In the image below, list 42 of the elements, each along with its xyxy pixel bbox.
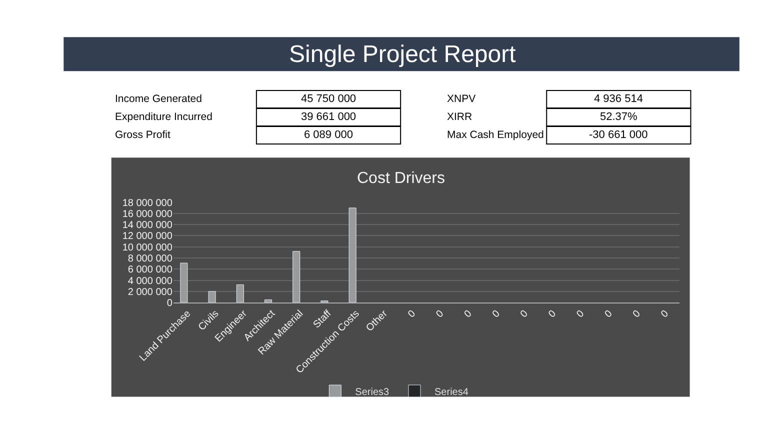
y-tick-label: 8 000 000 xyxy=(128,253,173,264)
x-tick-label: 0 xyxy=(631,308,644,320)
text: Gross Profit xyxy=(115,129,171,141)
text: Expenditure Incurred xyxy=(115,111,213,123)
bar xyxy=(348,208,356,302)
y-tick-label: 0 xyxy=(166,298,173,309)
text: 4 936 514 xyxy=(594,93,643,105)
text: -30 661 000 xyxy=(589,129,648,141)
x-tick-label: 0 xyxy=(518,308,531,320)
text: 6 089 000 xyxy=(304,129,353,141)
text: XNPV xyxy=(447,93,476,105)
x-tick-label: 0 xyxy=(406,308,418,320)
x-tick-label: 0 xyxy=(462,308,474,320)
chart-title: Cost Drivers xyxy=(357,170,446,187)
x-tick-label: 0 xyxy=(546,308,559,320)
y-tick-label: 18 000 000 xyxy=(122,198,173,209)
x-tick-label: 0 xyxy=(659,308,672,320)
text: 39 661 000 xyxy=(301,111,356,123)
x-tick-label: 0 xyxy=(574,308,587,320)
y-tick-label: 12 000 000 xyxy=(122,231,173,242)
bar xyxy=(180,262,188,302)
legend-label: Series3 xyxy=(355,386,390,398)
y-tick-label: 6 000 000 xyxy=(128,264,173,276)
text: Max Cash Employed xyxy=(447,129,544,141)
text: XIRR xyxy=(447,111,473,123)
text: 52.37% xyxy=(600,111,638,123)
bar xyxy=(264,299,272,302)
y-tick-label: 16 000 000 xyxy=(122,208,173,220)
y-tick-label: 2 000 000 xyxy=(128,286,173,298)
bar xyxy=(292,251,300,302)
text: Single Project Report xyxy=(289,41,516,68)
legend-label: Series4 xyxy=(434,386,469,398)
y-tick-label: 10 000 000 xyxy=(122,242,173,254)
text: Income Generated xyxy=(115,93,202,105)
x-tick-label: 0 xyxy=(602,308,615,320)
x-tick-label: 0 xyxy=(434,308,446,320)
y-tick-label: 4 000 000 xyxy=(128,276,173,287)
bar xyxy=(208,291,216,302)
y-tick-label: 14 000 000 xyxy=(122,220,173,232)
x-tick-label: 0 xyxy=(490,308,503,320)
text: 45 750 000 xyxy=(301,93,356,105)
bar xyxy=(236,284,244,302)
